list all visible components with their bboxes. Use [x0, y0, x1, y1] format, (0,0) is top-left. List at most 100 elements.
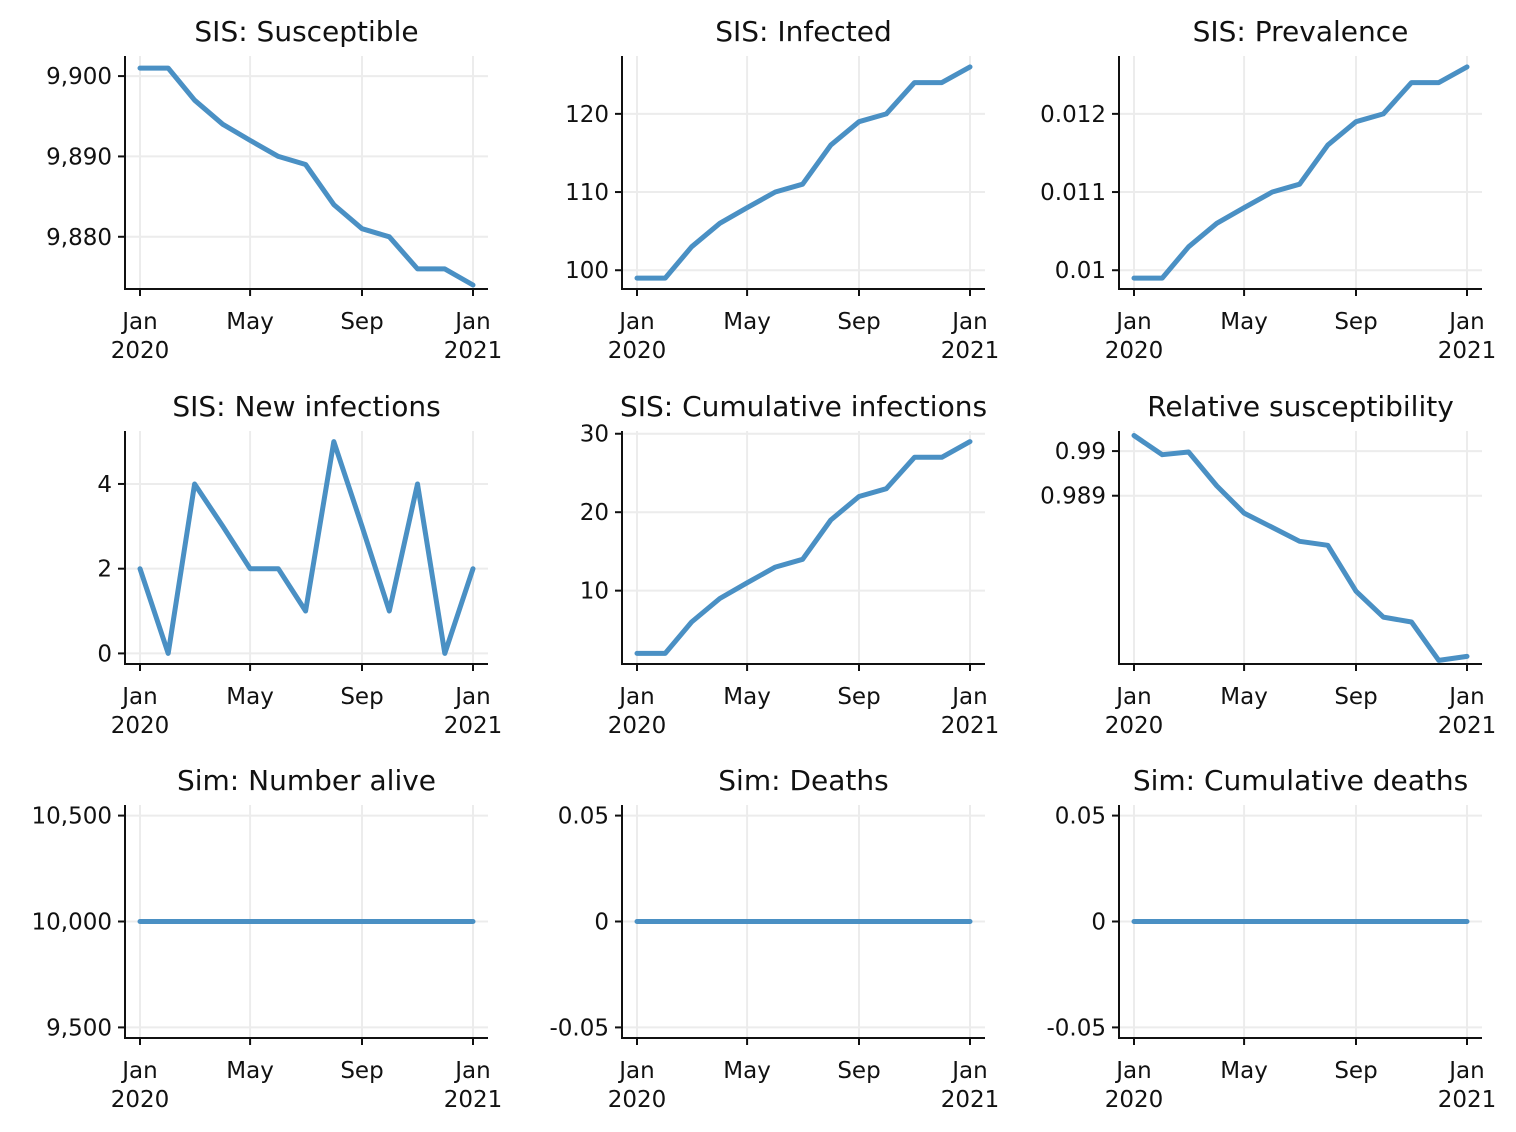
x-tick-sublabel: 2021 — [941, 338, 1000, 364]
x-tick-label: Jan — [1447, 1058, 1484, 1084]
chart-title: SIS: Prevalence — [1193, 15, 1409, 48]
x-tick-label: Sep — [837, 684, 880, 710]
chart-panel-sim-number-alive: 9,500 10,000 10,500 Jan 2020 May Sep Jan 2021 Sim… — [32, 764, 503, 1113]
x-tick-label: Jan — [950, 309, 987, 335]
series-line-sis-new-infections — [137, 439, 476, 656]
x-tick-label: Sep — [837, 1058, 880, 1084]
y-tick-label: 10,500 — [32, 804, 112, 830]
x-tick-label: Jan — [950, 1058, 987, 1084]
y-tick-label: 20 — [580, 500, 609, 526]
x-tick-sublabel: 2020 — [111, 713, 170, 739]
x-tick-label: Jan — [1114, 1058, 1151, 1084]
x-tick-label: Sep — [340, 684, 383, 710]
x-tick-sublabel: 2020 — [1105, 338, 1164, 364]
y-tick-label: 0 — [1091, 910, 1106, 936]
x-tick-label: May — [723, 684, 771, 710]
x-tick-label: Sep — [837, 309, 880, 335]
x-tick-sublabel: 2021 — [444, 1087, 503, 1113]
y-tick-label: 120 — [565, 102, 609, 128]
x-tick-label: Jan — [617, 684, 654, 710]
x-tick-label: May — [723, 309, 771, 335]
chart-title: SIS: New infections — [172, 390, 440, 423]
x-tick-label: Sep — [340, 309, 383, 335]
y-tick-label: 0 — [97, 641, 112, 667]
y-tick-label: 0 — [594, 910, 609, 936]
x-tick-label: Jan — [453, 684, 490, 710]
x-tick-sublabel: 2020 — [1105, 1087, 1164, 1113]
y-tick-label: -0.05 — [1046, 1015, 1106, 1041]
x-tick-sublabel: 2020 — [608, 338, 667, 364]
x-tick-label: May — [1220, 684, 1268, 710]
x-tick-sublabel: 2020 — [608, 713, 667, 739]
y-tick-label: 2 — [97, 557, 112, 583]
chart-panel-sim-cumulative-deaths: -0.05 0 0.05 Jan 2020 May Sep Jan 2021 Sim: Cumul… — [1046, 764, 1496, 1113]
x-tick-sublabel: 2021 — [1438, 1087, 1497, 1113]
x-tick-sublabel: 2021 — [941, 1087, 1000, 1113]
y-tick-label: 9,890 — [46, 144, 112, 170]
y-tick-label: 0.012 — [1040, 102, 1106, 128]
chart-panel-sis-prevalence: 0.01 0.011 0.012 Jan 2020 May Sep Jan 2021 SIS: P… — [1040, 15, 1496, 364]
x-tick-label: Jan — [120, 1058, 157, 1084]
y-tick-label: -0.05 — [549, 1015, 609, 1041]
x-tick-label: Jan — [1447, 309, 1484, 335]
x-tick-label: May — [1220, 1058, 1268, 1084]
x-tick-label: Jan — [617, 309, 654, 335]
y-tick-label: 0.989 — [1040, 484, 1106, 510]
x-tick-sublabel: 2021 — [941, 713, 1000, 739]
x-tick-sublabel: 2021 — [444, 713, 503, 739]
series-line-sis-cumulative-infections — [634, 439, 973, 656]
x-tick-label: May — [226, 309, 274, 335]
chart-panel-sis-cumulative-infections: 10 20 30 Jan 2020 May Sep Jan 2021 SIS: Cumulativ… — [580, 390, 1000, 739]
y-tick-label: 0.01 — [1055, 258, 1106, 284]
x-tick-label: Jan — [120, 684, 157, 710]
chart-title: SIS: Cumulative infections — [620, 390, 987, 423]
x-tick-sublabel: 2020 — [608, 1087, 667, 1113]
series-line-sis-prevalence — [1131, 64, 1470, 281]
x-tick-sublabel: 2020 — [1105, 713, 1164, 739]
x-tick-label: Sep — [1334, 309, 1377, 335]
x-tick-sublabel: 2020 — [111, 1087, 170, 1113]
chart-title: Sim: Deaths — [718, 764, 888, 797]
y-tick-label: 110 — [565, 180, 609, 206]
x-tick-label: Jan — [1447, 684, 1484, 710]
chart-title: Sim: Cumulative deaths — [1133, 764, 1468, 797]
x-tick-label: May — [226, 1058, 274, 1084]
y-tick-label: 9,500 — [46, 1015, 112, 1041]
chart-panel-sis-new-infections: 0 2 4 Jan 2020 May Sep Jan 2021 SIS: New infectio… — [97, 390, 502, 739]
y-tick-label: 9,880 — [46, 225, 112, 251]
x-tick-label: Jan — [453, 309, 490, 335]
x-tick-label: Jan — [120, 309, 157, 335]
chart-title: Relative susceptibility — [1147, 390, 1454, 423]
chart-panel-sim-deaths: -0.05 0 0.05 Jan 2020 May Sep Jan 2021 Sim: Death… — [549, 764, 999, 1113]
x-tick-label: Jan — [453, 1058, 490, 1084]
chart-title: Sim: Number alive — [177, 764, 436, 797]
x-tick-label: Sep — [1334, 684, 1377, 710]
y-tick-label: 10,000 — [32, 910, 112, 936]
x-tick-label: May — [1220, 309, 1268, 335]
x-tick-sublabel: 2021 — [444, 338, 503, 364]
chart-panel-sis-susceptible: 9,880 9,890 9,900 Jan 2020 May Sep Jan 2021 SIS: … — [46, 15, 502, 364]
x-tick-label: Sep — [340, 1058, 383, 1084]
y-tick-label: 0.05 — [558, 804, 609, 830]
y-tick-label: 0.99 — [1055, 439, 1106, 465]
y-tick-label: 30 — [580, 422, 609, 448]
x-tick-label: Jan — [950, 684, 987, 710]
x-tick-label: Jan — [1114, 309, 1151, 335]
chart-title: SIS: Susceptible — [194, 15, 418, 48]
chart-title: SIS: Infected — [715, 15, 892, 48]
y-tick-label: 0.011 — [1040, 180, 1106, 206]
series-line-relative-susceptibility — [1131, 433, 1470, 663]
x-tick-sublabel: 2021 — [1438, 713, 1497, 739]
x-tick-label: May — [226, 684, 274, 710]
x-tick-sublabel: 2020 — [111, 338, 170, 364]
x-tick-label: Jan — [1114, 684, 1151, 710]
x-tick-label: May — [723, 1058, 771, 1084]
chart-panel-sis-infected: 100 110 120 Jan 2020 May Sep Jan 2021 SIS: Infect… — [565, 15, 999, 364]
series-line-sis-infected — [634, 64, 973, 281]
series-line-sis-susceptible — [137, 65, 476, 288]
y-tick-label: 10 — [580, 579, 609, 605]
y-tick-label: 100 — [565, 258, 609, 284]
chart-panel-relative-susceptibility: 0.989 0.99 Jan 2020 May Sep Jan 2021 Relative su… — [1040, 390, 1496, 739]
y-tick-label: 0.05 — [1055, 804, 1106, 830]
